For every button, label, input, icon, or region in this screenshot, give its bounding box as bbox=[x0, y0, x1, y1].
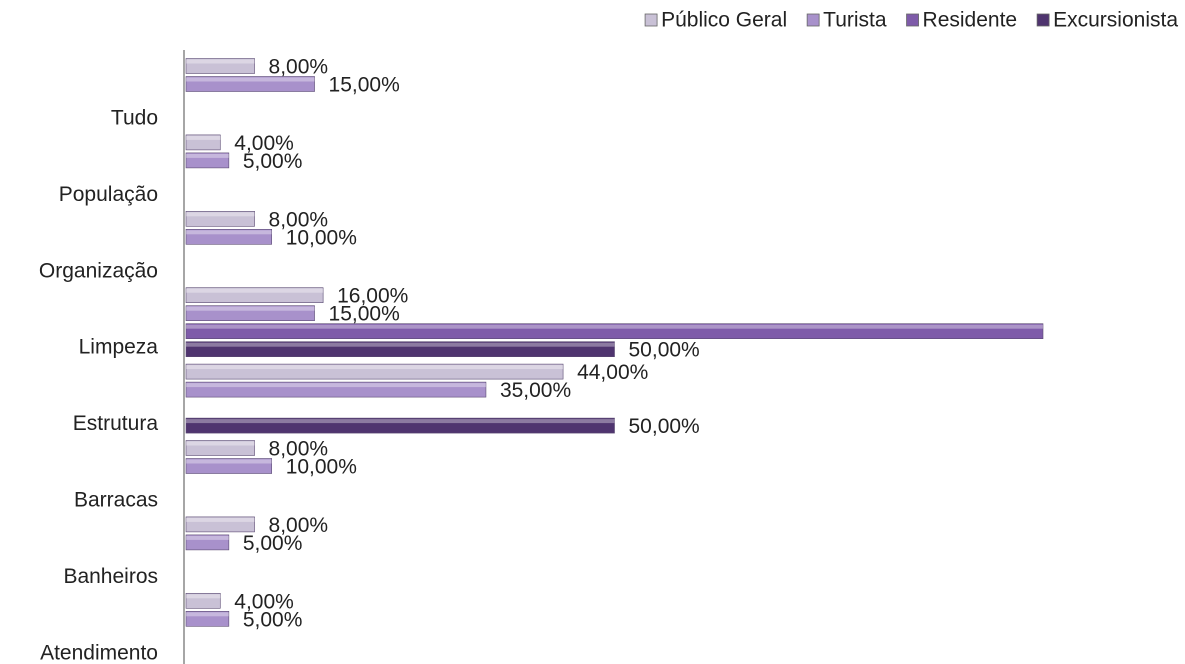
bar-highlight bbox=[186, 419, 615, 424]
bar-highlight bbox=[186, 59, 255, 64]
bar-highlight bbox=[186, 212, 255, 217]
bar bbox=[185, 516, 255, 533]
bar-highlight bbox=[186, 306, 315, 311]
bar bbox=[185, 341, 615, 358]
bar-highlight bbox=[186, 288, 324, 293]
bar bbox=[185, 440, 255, 456]
data-label: 4,00% bbox=[234, 132, 294, 155]
bar-highlight bbox=[186, 517, 255, 522]
bar-highlight bbox=[186, 324, 1043, 329]
legend-swatch bbox=[806, 13, 820, 27]
bar bbox=[185, 287, 324, 304]
bar-highlight bbox=[186, 77, 315, 82]
bar bbox=[185, 152, 230, 169]
data-label: 10,00% bbox=[286, 456, 357, 479]
legend-item: Público Geral bbox=[644, 9, 787, 32]
data-label: 16,00% bbox=[337, 285, 408, 308]
bar bbox=[185, 211, 255, 227]
bar-highlight bbox=[186, 612, 229, 617]
data-label: 8,00% bbox=[269, 56, 329, 79]
data-label: 50,00% bbox=[629, 415, 700, 438]
bar-highlight bbox=[186, 441, 255, 446]
bar bbox=[185, 363, 564, 380]
bar bbox=[185, 417, 615, 434]
data-label: 5,00% bbox=[243, 608, 303, 631]
y-tick-label: Banheiros bbox=[63, 565, 158, 588]
bar bbox=[185, 610, 230, 627]
data-label: 15,00% bbox=[329, 303, 400, 326]
legend-swatch bbox=[1036, 13, 1050, 27]
bar bbox=[185, 229, 272, 245]
bar bbox=[185, 534, 230, 551]
legend-swatch bbox=[906, 13, 919, 27]
bar-highlight bbox=[186, 153, 229, 158]
data-label: 8,00% bbox=[269, 438, 329, 461]
legend-label: Residente bbox=[923, 9, 1018, 32]
data-label: 8,00% bbox=[269, 208, 329, 231]
y-tick-label: População bbox=[59, 183, 158, 206]
bar-highlight bbox=[186, 135, 221, 140]
data-label: 5,00% bbox=[243, 150, 303, 173]
data-label: 35,00% bbox=[500, 379, 571, 402]
bar bbox=[185, 323, 1044, 340]
bar bbox=[185, 458, 272, 474]
bar-highlight bbox=[186, 365, 564, 370]
legend-item: Turista bbox=[806, 9, 887, 32]
legend-item: Residente bbox=[906, 9, 1018, 32]
data-label: 4,00% bbox=[234, 590, 294, 613]
bar bbox=[185, 305, 315, 322]
bar bbox=[185, 134, 221, 151]
bar-highlight bbox=[186, 383, 486, 388]
y-tick-label: Barracas bbox=[74, 489, 158, 512]
bar bbox=[185, 58, 255, 74]
data-label: 15,00% bbox=[329, 74, 400, 97]
legend-label: Excursionista bbox=[1053, 9, 1178, 32]
data-label: 44,00% bbox=[577, 361, 648, 384]
y-tick-label: Limpeza bbox=[79, 336, 159, 359]
bar-highlight bbox=[186, 594, 221, 599]
legend-label: Público Geral bbox=[661, 9, 787, 32]
bar-highlight bbox=[186, 535, 229, 540]
data-label: 8,00% bbox=[269, 514, 329, 537]
legend-swatch bbox=[644, 13, 658, 27]
y-tick-label: Organização bbox=[39, 259, 158, 282]
bar-highlight bbox=[186, 230, 272, 235]
bar-highlight bbox=[186, 342, 615, 347]
legend-label: Turista bbox=[823, 9, 887, 32]
y-tick-label: Atendimento bbox=[40, 641, 158, 664]
y-tick-label: Tudo bbox=[111, 107, 158, 130]
legend-item: Excursionista bbox=[1036, 9, 1178, 32]
data-label: 10,00% bbox=[286, 226, 357, 249]
bar bbox=[185, 381, 487, 398]
data-label: 5,00% bbox=[243, 532, 303, 555]
bar bbox=[185, 76, 315, 92]
y-tick-label: Estrutura bbox=[73, 412, 159, 435]
data-label: 50,00% bbox=[629, 339, 700, 362]
bar bbox=[185, 592, 221, 609]
bar-highlight bbox=[186, 459, 272, 464]
